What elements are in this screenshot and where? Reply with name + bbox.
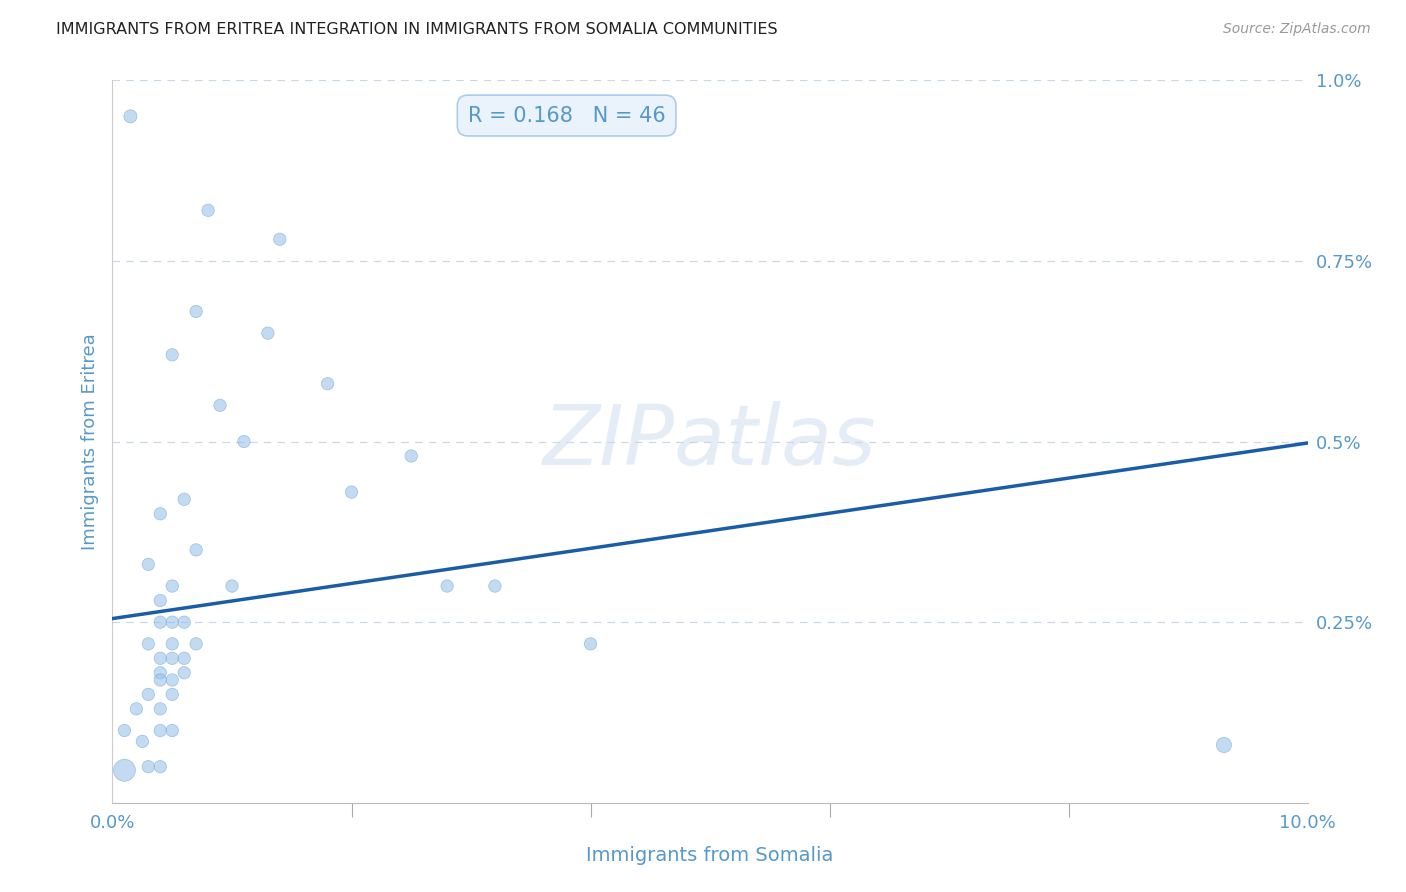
Point <box>162 348 183 362</box>
Point <box>186 304 208 318</box>
Point <box>149 673 172 687</box>
Point <box>316 376 339 391</box>
Point <box>233 434 256 449</box>
Point <box>436 579 458 593</box>
Point <box>173 651 195 665</box>
Point <box>162 651 183 665</box>
Point <box>125 702 148 716</box>
Point <box>401 449 423 463</box>
Point <box>340 485 363 500</box>
Text: IMMIGRANTS FROM ERITREA INTEGRATION IN IMMIGRANTS FROM SOMALIA COMMUNITIES: IMMIGRANTS FROM ERITREA INTEGRATION IN I… <box>56 22 778 37</box>
Point <box>149 702 172 716</box>
Point <box>138 637 160 651</box>
Point <box>138 760 160 774</box>
Point <box>149 593 172 607</box>
Point <box>138 687 160 701</box>
Point <box>162 615 183 630</box>
Point <box>138 558 160 572</box>
Point <box>149 507 172 521</box>
Point <box>484 579 506 593</box>
Point <box>162 579 183 593</box>
Text: Source: ZipAtlas.com: Source: ZipAtlas.com <box>1223 22 1371 37</box>
Point <box>173 665 195 680</box>
Point <box>149 723 172 738</box>
Point <box>162 637 183 651</box>
Point <box>149 760 172 774</box>
Y-axis label: Immigrants from Eritrea: Immigrants from Eritrea <box>80 334 98 549</box>
Point <box>162 723 183 738</box>
Point <box>257 326 280 340</box>
Point <box>149 665 172 680</box>
Point <box>186 542 208 557</box>
Point <box>197 203 219 218</box>
Point <box>173 492 195 507</box>
Point <box>149 615 172 630</box>
Point <box>114 764 135 778</box>
Point <box>114 723 135 738</box>
Point <box>209 398 232 412</box>
Point <box>162 673 183 687</box>
Point <box>186 637 208 651</box>
Point <box>173 615 195 630</box>
Point <box>269 232 291 246</box>
Point <box>162 687 183 701</box>
Point <box>120 109 142 123</box>
Point <box>221 579 243 593</box>
Point <box>149 651 172 665</box>
Point <box>131 734 153 748</box>
Text: R = 0.168   N = 46: R = 0.168 N = 46 <box>468 105 665 126</box>
X-axis label: Immigrants from Somalia: Immigrants from Somalia <box>586 846 834 865</box>
Point <box>579 637 602 651</box>
Text: ZIPatlas: ZIPatlas <box>543 401 877 482</box>
Point <box>1213 738 1236 752</box>
